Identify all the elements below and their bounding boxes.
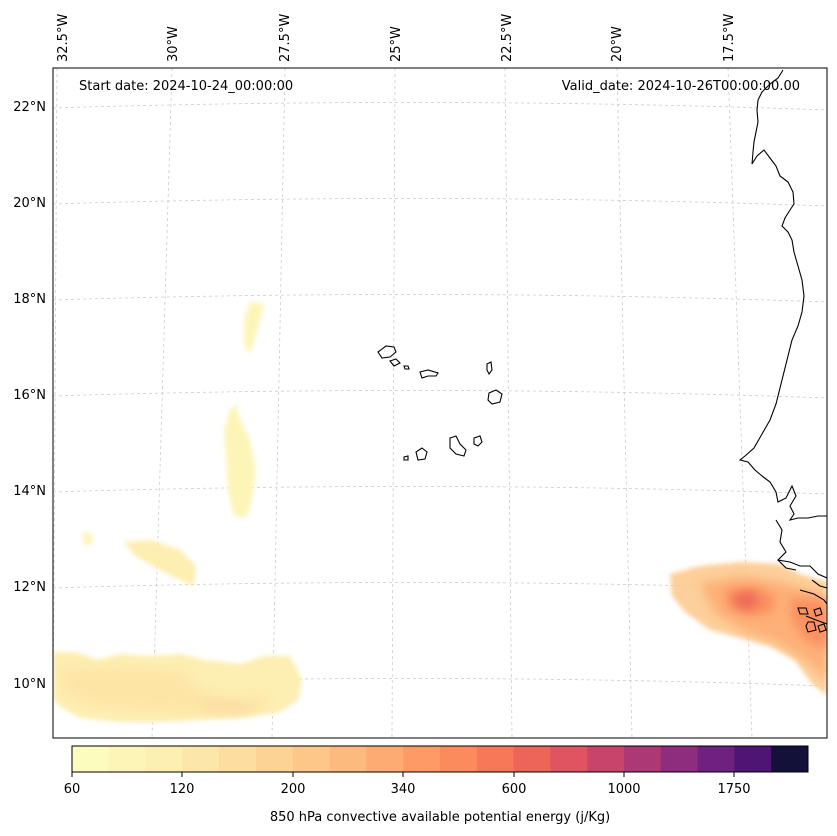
colorbar-segment	[329, 746, 367, 772]
gridlines	[53, 68, 827, 738]
parallel-14n	[53, 486, 827, 495]
coast-gambia-guinea	[775, 519, 827, 625]
cape-area-dot	[82, 532, 92, 546]
lon-label-32-5w: 32.5°W	[56, 14, 71, 62]
colorbar-segment	[660, 746, 699, 772]
colorbar-segment	[513, 746, 551, 772]
colorbar-segment	[108, 746, 147, 772]
colorbar-segment	[587, 746, 625, 772]
cape-area-stripe-13n	[124, 540, 196, 586]
meridian-30w	[151, 68, 173, 738]
meridian-25w	[391, 68, 396, 738]
cbar-tick-label-1750: 1750	[717, 782, 750, 797]
island-sao-vicente	[389, 358, 401, 367]
parallel-20n	[53, 198, 827, 207]
colorbar-segment	[145, 746, 183, 772]
longitude-labels: 32.5°W 30°W 27.5°W 25°W 22.5°W 20°W 17.5…	[56, 14, 737, 62]
meridian-20w	[616, 68, 633, 738]
cbar-tick-label-340: 340	[391, 782, 416, 797]
start-date-label: Start date: 2024-10-24_00:00:00	[79, 79, 293, 94]
coast-west-africa	[738, 69, 827, 521]
lon-label-25w: 25°W	[389, 26, 404, 62]
meridian-27-5w	[271, 68, 286, 738]
meridian-32-5w	[53, 68, 58, 738]
colorbar-segment	[256, 746, 294, 772]
lat-label-10n: 10°N	[13, 677, 46, 692]
parallel-16n	[53, 390, 827, 399]
island-santiago	[449, 435, 467, 457]
island-fogo	[415, 447, 428, 461]
colorbar-segment	[182, 746, 220, 772]
cbar-tick-label-600: 600	[502, 782, 527, 797]
lon-label-27-5w: 27.5°W	[278, 14, 293, 62]
island-sal	[486, 361, 493, 376]
island-santa-luzia	[403, 365, 410, 370]
colorbar-segment	[292, 746, 331, 772]
colorbar-label: 850 hPa convective available potential e…	[270, 810, 610, 825]
colorbar-segment	[403, 746, 441, 772]
coastlines	[377, 69, 827, 633]
lat-label-20n: 20°N	[13, 196, 46, 211]
colorbar-segment	[771, 746, 809, 772]
cape-area-strip-15n	[224, 404, 256, 518]
colorbar: 60 120 200 340 600 1000 1750 850 hPa con…	[64, 745, 809, 825]
valid-date-label: Valid_date: 2024-10-26T00:00:00.00	[562, 79, 800, 94]
latitude-labels: 22°N 20°N 18°N 16°N 14°N 12°N 10°N	[13, 100, 46, 692]
colorbar-segment	[697, 746, 735, 772]
parallel-18n	[53, 294, 827, 303]
lon-label-22-5w: 22.5°W	[500, 14, 515, 62]
parallel-22n	[53, 102, 827, 111]
lon-label-17-5w: 17.5°W	[722, 14, 737, 62]
map-frame	[52, 67, 828, 739]
lon-label-20w: 20°W	[610, 26, 625, 62]
colorbar-ticks	[71, 772, 735, 777]
colorbar-segment	[366, 746, 404, 772]
cbar-tick-label-120: 120	[170, 782, 195, 797]
colorbar-segments	[72, 746, 809, 772]
colorbar-segment	[219, 746, 257, 772]
island-santo-antao	[377, 345, 397, 359]
parallel-12n	[53, 582, 827, 591]
lat-label-16n: 16°N	[13, 388, 46, 403]
colorbar-segment	[440, 746, 478, 772]
lat-label-18n: 18°N	[13, 292, 46, 307]
colorbar-frame	[71, 745, 809, 773]
coast-bissagos	[797, 607, 827, 633]
cape-area-strip-17n	[244, 302, 264, 354]
meridian-22-5w	[504, 68, 513, 738]
cape-field	[53, 302, 827, 722]
cape-area-west-band-spot	[200, 700, 262, 714]
lat-label-22n: 22°N	[13, 100, 46, 115]
island-maio	[473, 435, 483, 447]
lon-label-30w: 30°W	[166, 26, 181, 62]
cape-area-west-band-core	[60, 666, 270, 712]
colorbar-segment	[734, 746, 772, 772]
island-boa-vista	[487, 389, 503, 405]
colorbar-segment	[624, 746, 662, 772]
island-sao-nicolau	[419, 369, 439, 379]
cbar-tick-label-200: 200	[281, 782, 306, 797]
colorbar-segment	[550, 746, 588, 772]
cbar-tick-label-60: 60	[64, 782, 81, 797]
colorbar-segment	[72, 746, 110, 772]
cbar-tick-label-1000: 1000	[607, 782, 640, 797]
island-brava	[403, 455, 409, 461]
lat-label-14n: 14°N	[13, 484, 46, 499]
colorbar-segment	[476, 746, 515, 772]
cape-area-east-peak	[734, 592, 760, 610]
lat-label-12n: 12°N	[13, 580, 46, 595]
